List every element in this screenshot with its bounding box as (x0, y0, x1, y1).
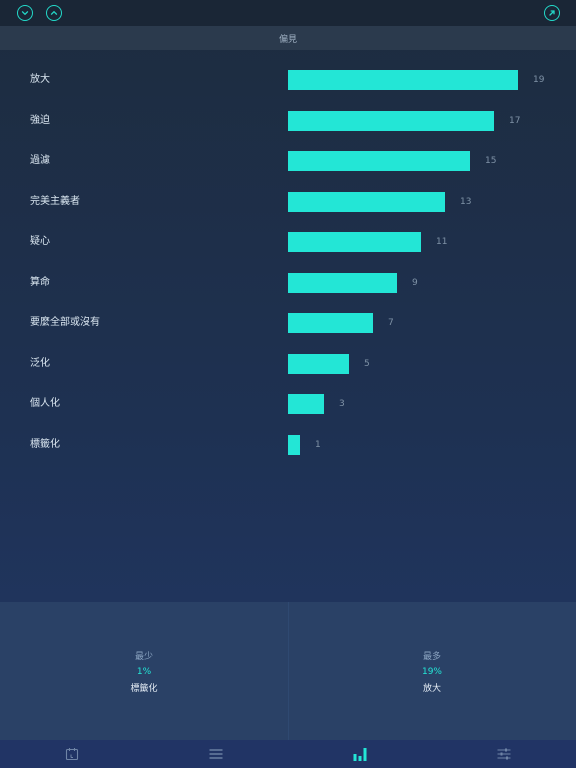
bar-label: 泛化 (30, 357, 50, 369)
least-title: 最少 (134, 651, 153, 662)
bar (288, 151, 470, 171)
bar-value: 5 (364, 358, 370, 369)
tab-calendar[interactable] (0, 740, 144, 768)
bar (288, 232, 421, 252)
bias-bar-chart: 放大 19 強迫 17 過濾 15 完美主義者 13 疑心 11 算命 9 要麼全部或沒有 7 泛化 5 個人化… (0, 50, 576, 602)
bar (288, 272, 397, 293)
bar-value: 7 (388, 318, 394, 328)
bar (288, 353, 349, 374)
least-name: 標籤化 (130, 683, 158, 694)
bar-label: 算命 (30, 276, 50, 288)
sliders-icon (497, 748, 511, 760)
least-percent: 1% (136, 666, 152, 677)
bar-label: 個人化 (30, 398, 60, 409)
bar-label: 疑心 (30, 236, 50, 247)
bar-value: 11 (436, 237, 448, 247)
most-name: 放大 (422, 683, 441, 694)
bar (288, 191, 445, 212)
tab-list[interactable] (144, 740, 288, 768)
summary-divider (288, 602, 289, 740)
section-header: 偏見 (0, 26, 576, 50)
bar (288, 70, 518, 90)
bar-value: 19 (533, 75, 545, 85)
bar-value: 3 (339, 399, 345, 409)
summary-panel: 最少 1% 標籤化 最多 19% 放大 (0, 602, 576, 740)
bar-label: 放大 (30, 74, 50, 85)
most-title: 最多 (422, 651, 441, 662)
calendar-icon (65, 748, 79, 761)
chevron-up-icon[interactable] (46, 5, 62, 21)
bar-label: 要麼全部或沒有 (30, 317, 100, 328)
top-toolbar (0, 0, 576, 26)
bar-label: 標籤化 (30, 438, 60, 450)
most-summary: 最多 19% 放大 (288, 602, 576, 740)
least-summary: 最少 1% 標籤化 (0, 602, 288, 740)
list-icon (209, 749, 223, 759)
bar (288, 110, 494, 131)
bar (288, 313, 373, 333)
bar-value: 9 (412, 277, 418, 288)
chevron-down-icon[interactable] (17, 5, 33, 21)
bar-value: 17 (509, 115, 521, 126)
bar-value: 15 (485, 156, 497, 166)
most-percent: 19% (421, 666, 442, 677)
tab-settings[interactable] (432, 740, 576, 768)
share-arrow-icon[interactable] (544, 5, 560, 21)
tab-statistics[interactable] (288, 740, 432, 768)
bar (288, 434, 300, 455)
bar-chart-icon (353, 748, 367, 761)
bar-label: 強迫 (30, 114, 50, 126)
bar-label: 過濾 (30, 155, 50, 166)
tab-bar (0, 740, 576, 768)
page-title: 偏見 (278, 34, 297, 45)
bar-value: 1 (315, 439, 321, 450)
bar (288, 394, 324, 414)
bar-label: 完美主義者 (30, 195, 80, 207)
bar-value: 13 (460, 196, 472, 207)
